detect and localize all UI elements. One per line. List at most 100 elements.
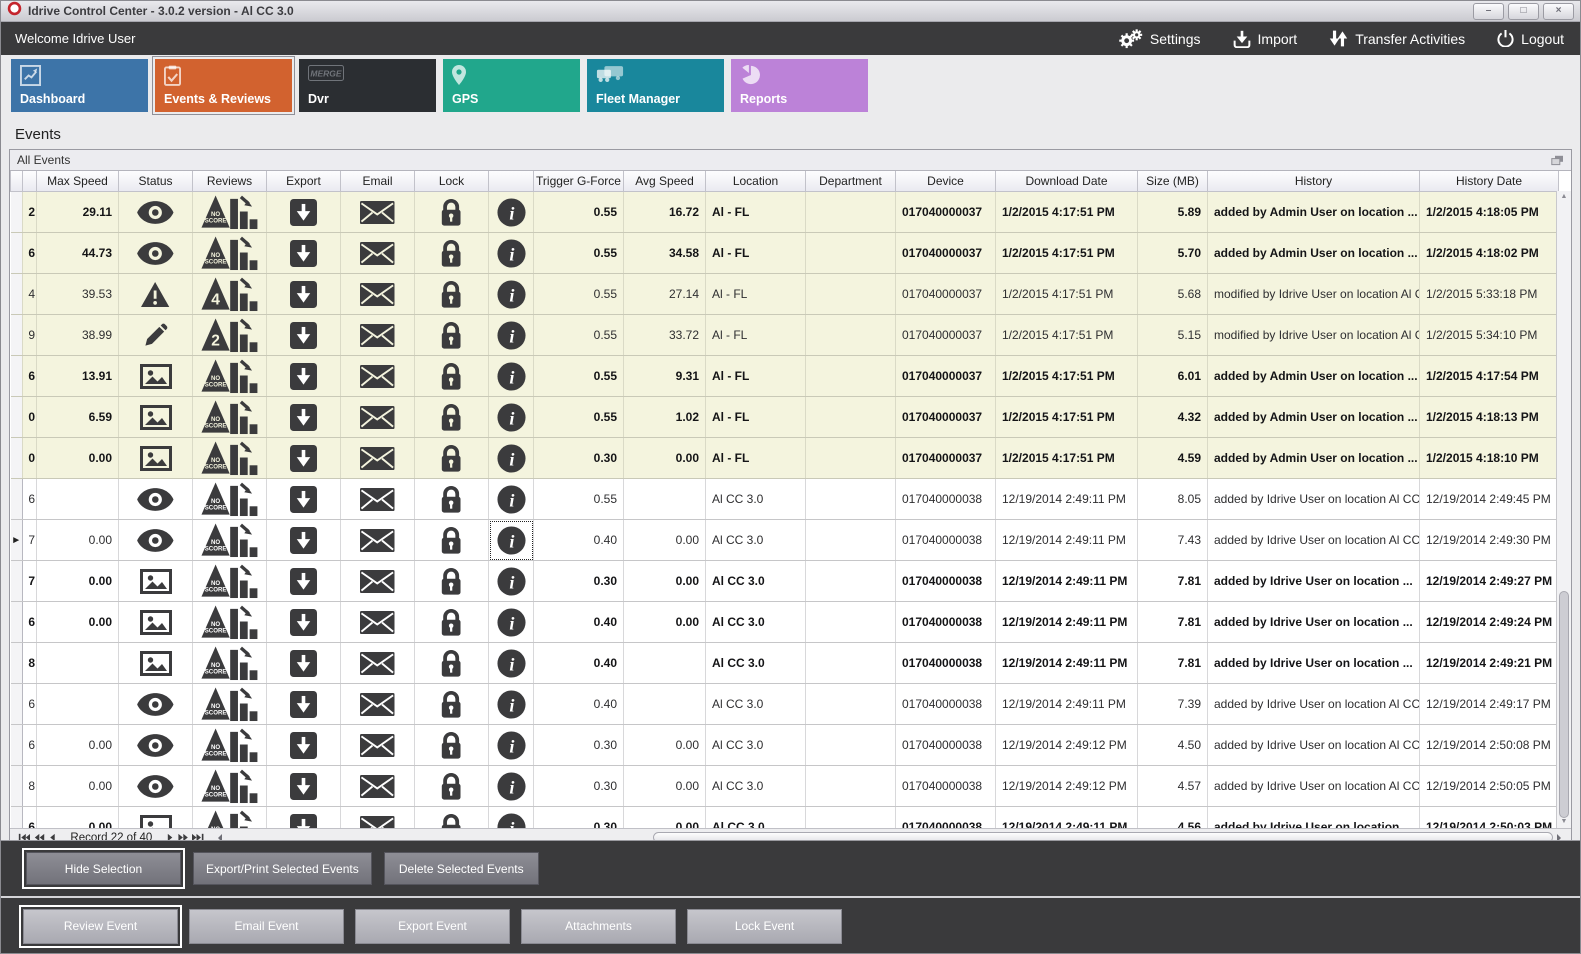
- cell-email[interactable]: [340, 478, 415, 520]
- envelope-icon[interactable]: [360, 651, 395, 675]
- cell-info[interactable]: i: [488, 273, 534, 315]
- cell-email[interactable]: [340, 642, 415, 684]
- scroll-up-icon[interactable]: ▲: [1560, 193, 1568, 200]
- table-row[interactable]: 9 38.99 2 i 0.55 33.72 Al - FL 017040000037 1/2/…: [10, 314, 1559, 356]
- table-row[interactable]: 0 6.59 NO SCORE i 0.55 1.02 Al - FL 017040000037…: [10, 396, 1559, 438]
- cell-info[interactable]: i: [488, 560, 534, 602]
- envelope-icon[interactable]: [360, 200, 395, 224]
- table-row[interactable]: 6 NO SCORE i 0.40 Al CC 3.0 017040000038 12/19/…: [10, 683, 1559, 725]
- review-score-icon[interactable]: 2: [201, 318, 258, 353]
- cell-email[interactable]: [340, 232, 415, 274]
- cell-lock[interactable]: [414, 355, 489, 397]
- padlock-icon[interactable]: [439, 772, 463, 800]
- cell-lock[interactable]: [414, 232, 489, 274]
- info-icon[interactable]: i: [496, 812, 526, 828]
- close-button[interactable]: ×: [1543, 2, 1574, 20]
- download-icon[interactable]: [290, 403, 317, 431]
- download-icon[interactable]: [290, 444, 317, 472]
- minimize-button[interactable]: –: [1473, 2, 1504, 20]
- table-row[interactable]: 6 44.73 NO SCORE i 0.55 34.58 Al - FL 0170400000…: [10, 232, 1559, 274]
- download-icon[interactable]: [290, 198, 317, 226]
- cell-email[interactable]: [340, 191, 415, 233]
- padlock-icon[interactable]: [439, 280, 463, 308]
- column-header-lock[interactable]: Lock: [414, 171, 489, 192]
- padlock-icon[interactable]: [439, 649, 463, 677]
- info-icon[interactable]: i: [496, 361, 526, 391]
- envelope-icon[interactable]: [360, 405, 395, 429]
- info-icon[interactable]: i: [496, 689, 526, 719]
- cell-info[interactable]: i: [488, 519, 534, 561]
- prev-record-button[interactable]: [47, 833, 58, 842]
- column-header-location[interactable]: Location: [705, 171, 806, 192]
- cell-export[interactable]: [266, 191, 341, 233]
- tab-reports[interactable]: Reports: [731, 59, 868, 112]
- cell-email[interactable]: [340, 560, 415, 602]
- envelope-icon[interactable]: [360, 610, 395, 634]
- cell-lock[interactable]: [414, 314, 489, 356]
- export-event-button[interactable]: Export Event: [355, 908, 510, 944]
- cell-email[interactable]: [340, 683, 415, 725]
- vertical-scroll-thumb[interactable]: [1559, 591, 1569, 818]
- table-row[interactable]: ► 7 0.00 NO SCORE i 0.40 0.00 Al CC 3.0 017040000…: [10, 519, 1559, 561]
- cell-lock[interactable]: [414, 478, 489, 520]
- email-event-button[interactable]: Email Event: [189, 908, 344, 944]
- scroll-down-icon[interactable]: ▼: [1560, 818, 1568, 825]
- attachments-button[interactable]: Attachments: [521, 908, 676, 944]
- envelope-icon[interactable]: [360, 282, 395, 306]
- envelope-icon[interactable]: [360, 569, 395, 593]
- cell-export[interactable]: [266, 683, 341, 725]
- download-icon[interactable]: [290, 567, 317, 595]
- lock-event-button[interactable]: Lock Event: [687, 908, 842, 944]
- column-header-department[interactable]: Department: [805, 171, 896, 192]
- cell-lock[interactable]: [414, 437, 489, 479]
- envelope-icon[interactable]: [360, 487, 395, 511]
- vertical-scrollbar[interactable]: ▲ ▼: [1556, 191, 1571, 828]
- column-header-export[interactable]: Export: [266, 171, 341, 192]
- cell-email[interactable]: [340, 314, 415, 356]
- padlock-icon[interactable]: [439, 485, 463, 513]
- padlock-icon[interactable]: [439, 608, 463, 636]
- padlock-icon[interactable]: [439, 444, 463, 472]
- envelope-icon[interactable]: [360, 446, 395, 470]
- column-header-history[interactable]: History: [1207, 171, 1420, 192]
- maximize-button[interactable]: □: [1508, 2, 1539, 20]
- cell-email[interactable]: [340, 273, 415, 315]
- cell-email[interactable]: [340, 437, 415, 479]
- cell-email[interactable]: [340, 765, 415, 807]
- tab-dashboard[interactable]: Dashboard: [11, 59, 148, 112]
- cell-export[interactable]: [266, 519, 341, 561]
- envelope-icon[interactable]: [360, 733, 395, 757]
- cell-lock[interactable]: [414, 396, 489, 438]
- cell-lock[interactable]: [414, 560, 489, 602]
- cell-info[interactable]: i: [488, 601, 534, 643]
- hscroll-right-icon[interactable]: [1557, 834, 1565, 842]
- cell-email[interactable]: [340, 355, 415, 397]
- cell-lock[interactable]: [414, 273, 489, 315]
- padlock-icon[interactable]: [439, 321, 463, 349]
- envelope-icon[interactable]: [360, 241, 395, 265]
- cell-info[interactable]: i: [488, 765, 534, 807]
- envelope-icon[interactable]: [360, 692, 395, 716]
- table-row[interactable]: 0 0.00 NO SCORE i 0.30 0.00 Al - FL 017040000037…: [10, 437, 1559, 479]
- restore-panel-icon[interactable]: [1551, 155, 1564, 166]
- cell-reviews[interactable]: 2: [192, 314, 267, 356]
- info-icon[interactable]: i: [496, 320, 526, 350]
- tab-gps[interactable]: GPS: [443, 59, 580, 112]
- tab-dvr[interactable]: MERGE Dvr: [299, 59, 436, 112]
- cell-info[interactable]: i: [488, 478, 534, 520]
- info-icon[interactable]: i: [496, 238, 526, 268]
- padlock-icon[interactable]: [439, 526, 463, 554]
- cell-info[interactable]: i: [488, 191, 534, 233]
